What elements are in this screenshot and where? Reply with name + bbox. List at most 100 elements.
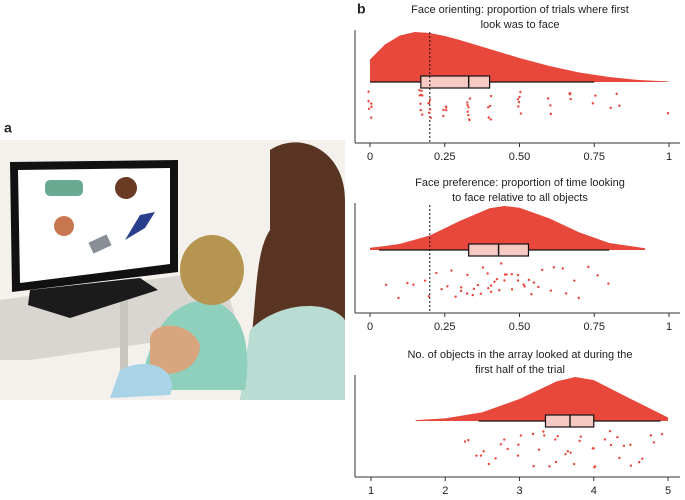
data-point	[629, 443, 632, 447]
data-point	[543, 434, 546, 437]
data-point	[594, 94, 597, 97]
data-point	[421, 94, 424, 97]
data-point	[666, 112, 670, 115]
x-tick-label: 3	[516, 485, 522, 497]
data-point	[444, 108, 448, 112]
data-point	[419, 102, 422, 106]
data-point	[523, 285, 526, 288]
data-point	[568, 92, 571, 95]
data-point	[489, 284, 493, 287]
x-tick-label: 0.50	[509, 151, 530, 163]
data-point	[549, 112, 553, 116]
data-point	[440, 287, 443, 291]
data-point	[500, 262, 503, 265]
x-tick-label: 5	[665, 485, 671, 497]
data-point	[420, 89, 423, 93]
data-point	[487, 462, 491, 466]
data-point	[519, 90, 522, 94]
data-point	[503, 279, 506, 282]
panel-label: a	[4, 120, 12, 136]
data-point	[510, 288, 514, 291]
data-point	[468, 118, 471, 121]
data-point	[660, 432, 664, 436]
data-point	[517, 443, 520, 446]
data-point	[516, 454, 520, 457]
icon-phone	[88, 234, 112, 254]
icon-face	[54, 216, 74, 236]
illustration	[0, 140, 345, 400]
box	[420, 75, 491, 89]
data-point	[591, 102, 595, 105]
data-point	[505, 273, 508, 276]
data-point	[591, 447, 594, 450]
data-point	[607, 282, 610, 285]
icon-car	[45, 180, 83, 196]
data-point	[418, 88, 421, 92]
data-point	[609, 443, 613, 447]
data-point	[459, 286, 463, 289]
data-point	[423, 279, 427, 282]
data-point	[495, 277, 499, 281]
x-tick-label: 0.25	[434, 151, 455, 163]
data-point	[487, 286, 490, 290]
data-point	[566, 450, 569, 453]
x-tick-label: 2	[442, 485, 448, 497]
data-point	[548, 465, 551, 468]
chart-title: Face orienting: proportion of trials whe…	[411, 4, 629, 16]
data-point	[471, 293, 474, 297]
data-point	[429, 116, 433, 120]
x-tick-label: 0	[367, 321, 373, 333]
data-point	[489, 94, 493, 98]
data-point	[587, 265, 590, 269]
data-point	[488, 104, 492, 108]
data-point	[467, 106, 470, 109]
data-point	[579, 435, 582, 438]
x-tick-label: 0.75	[584, 321, 605, 333]
data-point	[493, 280, 496, 283]
density	[370, 32, 669, 82]
data-point	[499, 443, 503, 446]
data-point	[596, 274, 599, 277]
data-point	[427, 295, 431, 298]
data-point	[519, 112, 523, 115]
data-point	[618, 456, 621, 460]
data-point	[518, 95, 521, 99]
data-point	[489, 118, 492, 121]
data-point	[577, 296, 580, 300]
data-point	[370, 105, 373, 108]
data-point	[572, 462, 576, 466]
data-point	[603, 438, 607, 441]
data-point	[522, 283, 525, 286]
data-point	[649, 434, 653, 437]
data-point	[549, 289, 553, 292]
x-tick-label: 1	[666, 321, 672, 333]
data-point	[615, 92, 618, 96]
data-point	[537, 285, 540, 289]
data-point	[506, 447, 509, 451]
data-point	[569, 451, 572, 454]
data-point	[418, 94, 421, 97]
data-point	[578, 439, 581, 443]
data-point	[554, 460, 558, 464]
data-point	[494, 457, 497, 460]
data-point	[442, 114, 445, 118]
data-point	[618, 104, 621, 107]
data-point	[609, 106, 612, 110]
data-point	[466, 101, 469, 104]
density	[370, 206, 646, 250]
data-point	[542, 430, 545, 433]
x-tick-label: 0.25	[434, 321, 455, 333]
x-tick-label: 1	[666, 151, 672, 163]
data-point	[569, 97, 572, 101]
data-point	[367, 100, 370, 103]
data-point	[541, 268, 544, 272]
data-point	[516, 273, 520, 277]
data-point	[561, 267, 565, 270]
chart-title: No. of objects in the array looked at du…	[407, 349, 632, 361]
data-point	[419, 108, 422, 112]
data-point	[466, 273, 469, 277]
data-point	[481, 266, 485, 269]
data-point	[479, 292, 483, 295]
data-point	[487, 116, 490, 119]
